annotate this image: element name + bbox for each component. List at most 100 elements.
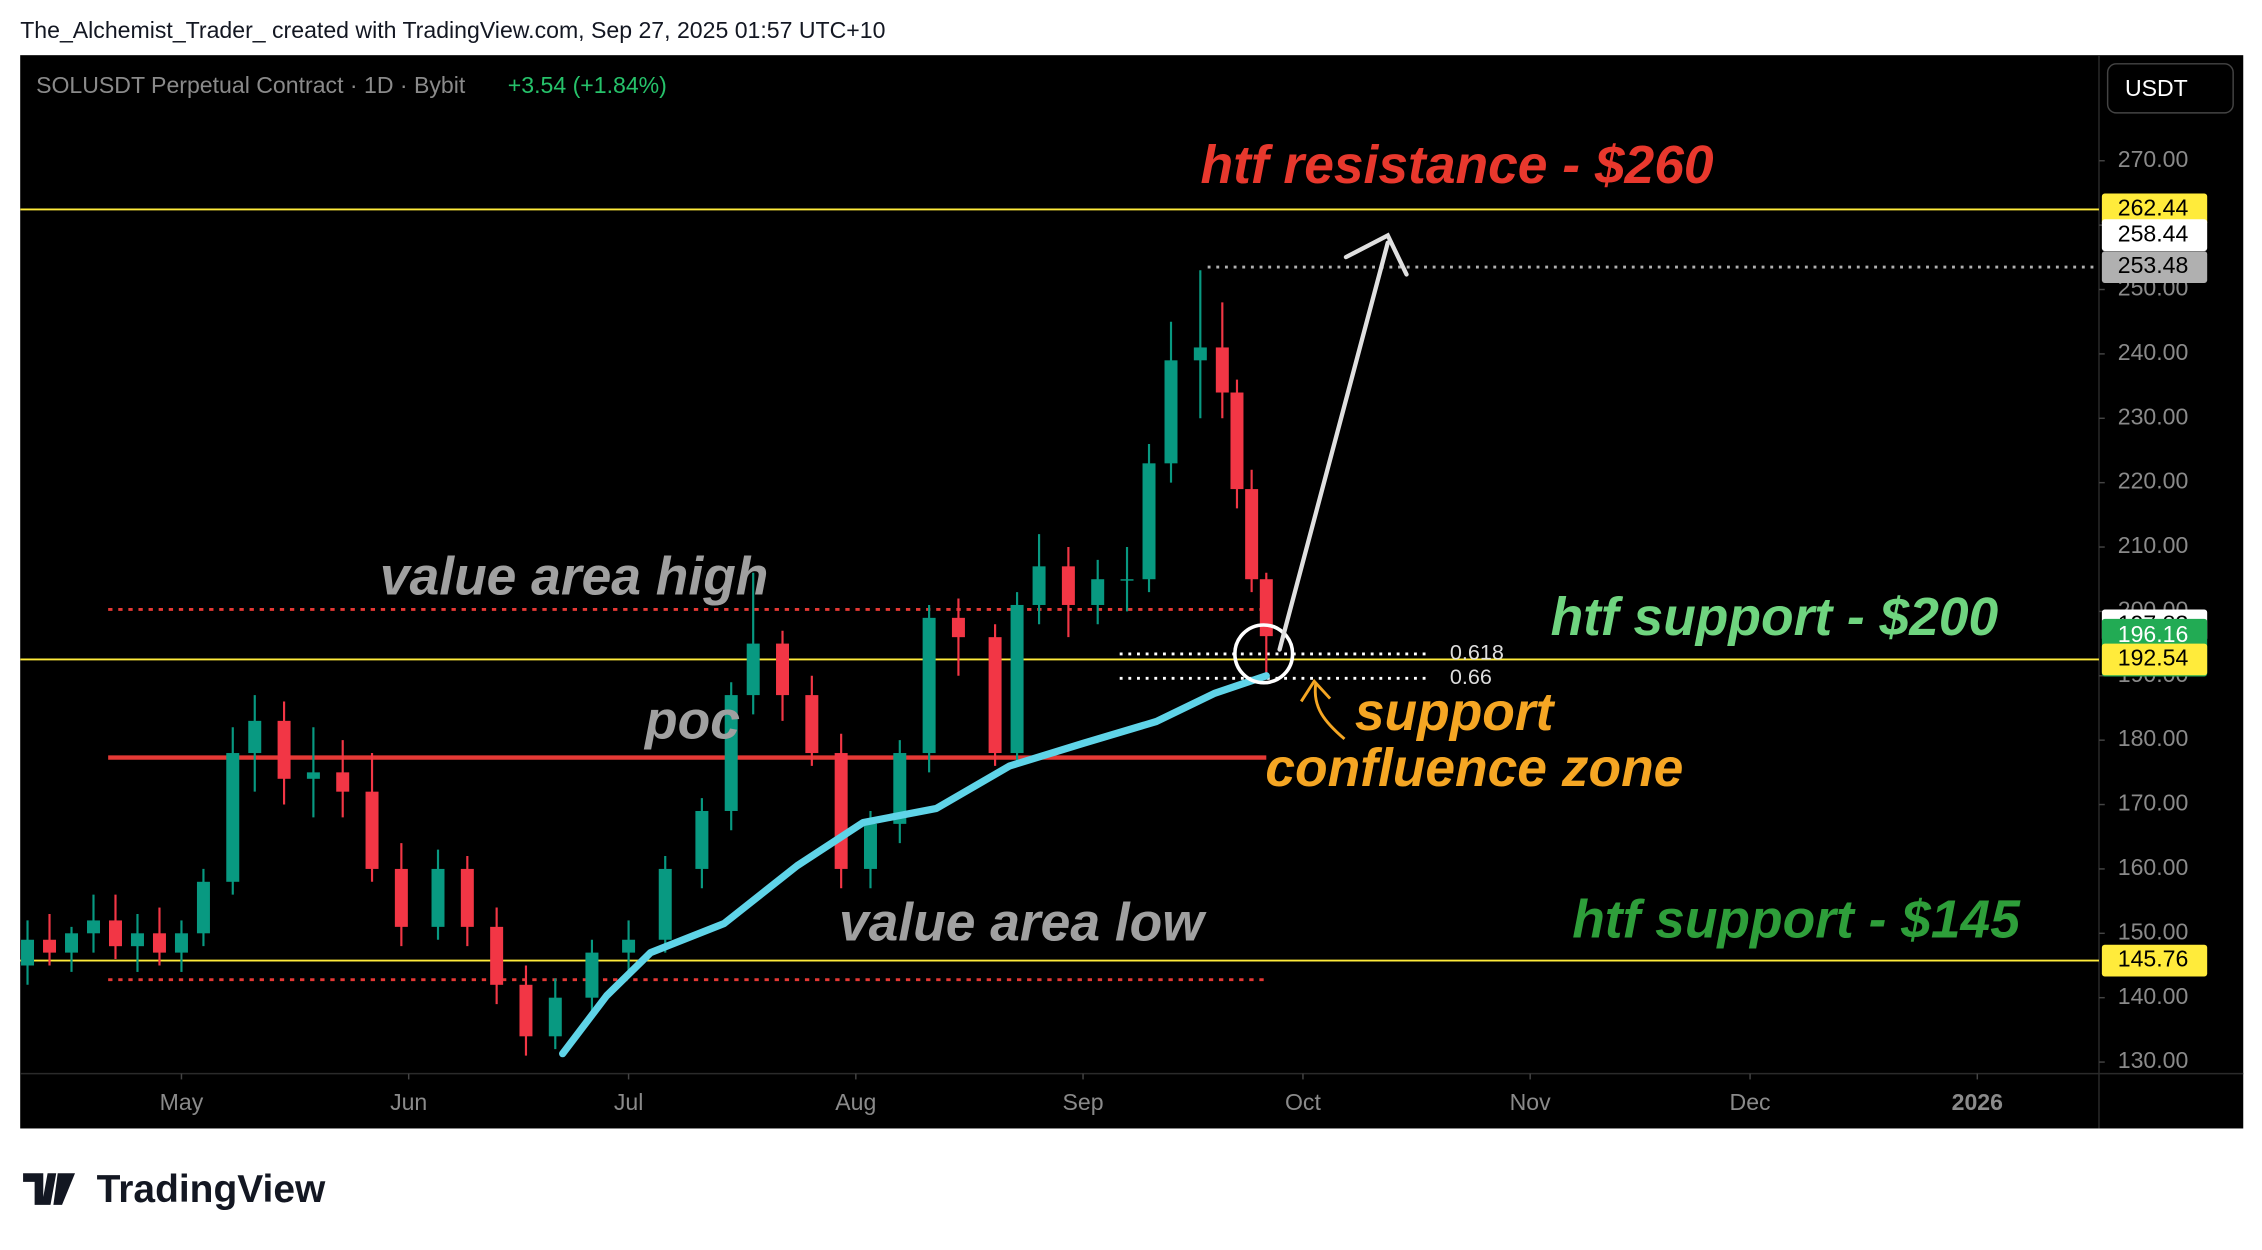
candle-body (248, 720, 262, 754)
candle-body (1142, 463, 1156, 580)
candle-body (622, 939, 636, 953)
price-label: 253.48 (2118, 252, 2189, 278)
y-tick-label: 140.00 (2118, 983, 2189, 1009)
y-tick-label: 210.00 (2118, 532, 2189, 558)
candle-body (951, 617, 965, 638)
candle-body (893, 753, 907, 824)
annotation: htf resistance - $260 (1200, 136, 1713, 195)
candle-body (306, 772, 320, 779)
header: The_Alchemist_Trader_ created with Tradi… (20, 17, 885, 43)
y-tick-label: 180.00 (2118, 725, 2189, 751)
candle-body (43, 939, 57, 953)
annotation: value area low (839, 894, 1207, 953)
candle-body (922, 617, 936, 754)
fib-label: 0.618 (1450, 640, 1504, 665)
candle-body (65, 933, 78, 953)
candle-body (1245, 489, 1259, 580)
candle-body (834, 753, 848, 869)
candle-body (108, 920, 122, 947)
candle-body (1215, 347, 1229, 393)
candle-body (519, 984, 533, 1037)
change: +3.54 (+1.84%) (508, 72, 667, 98)
candle-body (548, 997, 562, 1037)
annotation: htf support - $145 (1572, 891, 2021, 950)
y-tick-label: 150.00 (2118, 918, 2189, 944)
currency-button[interactable] (2106, 63, 2234, 114)
x-tick-label: Jul (614, 1089, 644, 1115)
candle-body (776, 643, 790, 696)
candle-body (988, 637, 1002, 754)
price-label-bg (2101, 643, 2208, 676)
candle-body (174, 933, 188, 953)
annotation: value area high (380, 547, 769, 606)
focus-circle (1233, 623, 1295, 685)
candle-body (196, 881, 210, 934)
candle-body (365, 791, 379, 869)
y-tick-label: 240.00 (2118, 339, 2189, 365)
x-tick-label: Jun (390, 1089, 427, 1115)
candle-body (1010, 604, 1024, 754)
price-label: 145.76 (2118, 946, 2189, 972)
candle-body (1259, 579, 1273, 637)
candle-body (695, 810, 709, 869)
symbol: SOLUSDT Perpetual Contract · 1D · Bybit (36, 72, 466, 98)
candle-body (277, 720, 291, 779)
x-tick-label: Dec (1730, 1089, 1771, 1115)
y-tick-label: 170.00 (2118, 790, 2189, 816)
x-tick-label: Oct (1285, 1089, 1321, 1115)
candle-body (658, 868, 672, 940)
currency: USDT (2125, 75, 2188, 101)
y-tick-label: 230.00 (2118, 403, 2189, 429)
y-tick-label: 130.00 (2118, 1047, 2189, 1073)
price-label-bg (2101, 251, 2208, 283)
candle-body (394, 868, 408, 927)
curl-arrow (1300, 678, 1346, 741)
candle-body (724, 695, 738, 811)
moving-average (559, 672, 1270, 1058)
candle-body (1193, 347, 1207, 361)
candle-body (1230, 392, 1244, 490)
candle-body (1061, 566, 1075, 605)
candle-body (863, 823, 877, 869)
candle-body (431, 868, 445, 927)
y-tick-label: 160.00 (2118, 854, 2189, 880)
y-tick-label: 220.00 (2118, 468, 2189, 494)
candle-body (1032, 566, 1046, 605)
candle-body (130, 933, 144, 947)
price-label: 262.44 (2118, 195, 2189, 221)
candle-body (746, 643, 760, 696)
candle-body (490, 926, 504, 985)
candle-body (585, 952, 599, 998)
candle-body (336, 772, 350, 792)
chart-background (20, 55, 2244, 1129)
annotation: htf support - $200 (1551, 588, 1999, 647)
y-tick-label: 270.00 (2118, 146, 2189, 172)
candle-body (21, 939, 35, 966)
x-tick-label: May (160, 1089, 204, 1115)
annotation: poc (643, 692, 740, 751)
logo-mark (23, 1173, 76, 1205)
price-label-bg (2101, 944, 2208, 977)
annotation: support (1355, 683, 1556, 742)
candle-body (1164, 360, 1178, 464)
x-tick-label: Aug (835, 1089, 876, 1115)
x-tick-label: Nov (1510, 1089, 1552, 1115)
target-arrow (1277, 232, 1409, 652)
x-tick-label: Sep (1063, 1089, 1104, 1115)
candle-body (1120, 579, 1134, 581)
candle-body (805, 695, 819, 754)
price-label: 196.16 (2118, 621, 2189, 647)
brand: TradingView (97, 1168, 326, 1211)
price-label: 258.44 (2118, 220, 2189, 246)
price-label-bg (2101, 219, 2208, 252)
candle-body (226, 753, 240, 882)
x-tick-label: 2026 (1952, 1089, 2003, 1115)
candle-body (460, 868, 474, 927)
logo: TradingView (23, 1168, 326, 1211)
candle-body (1091, 579, 1105, 605)
annotation: confluence zone (1265, 739, 1683, 798)
candle-body (87, 920, 100, 934)
